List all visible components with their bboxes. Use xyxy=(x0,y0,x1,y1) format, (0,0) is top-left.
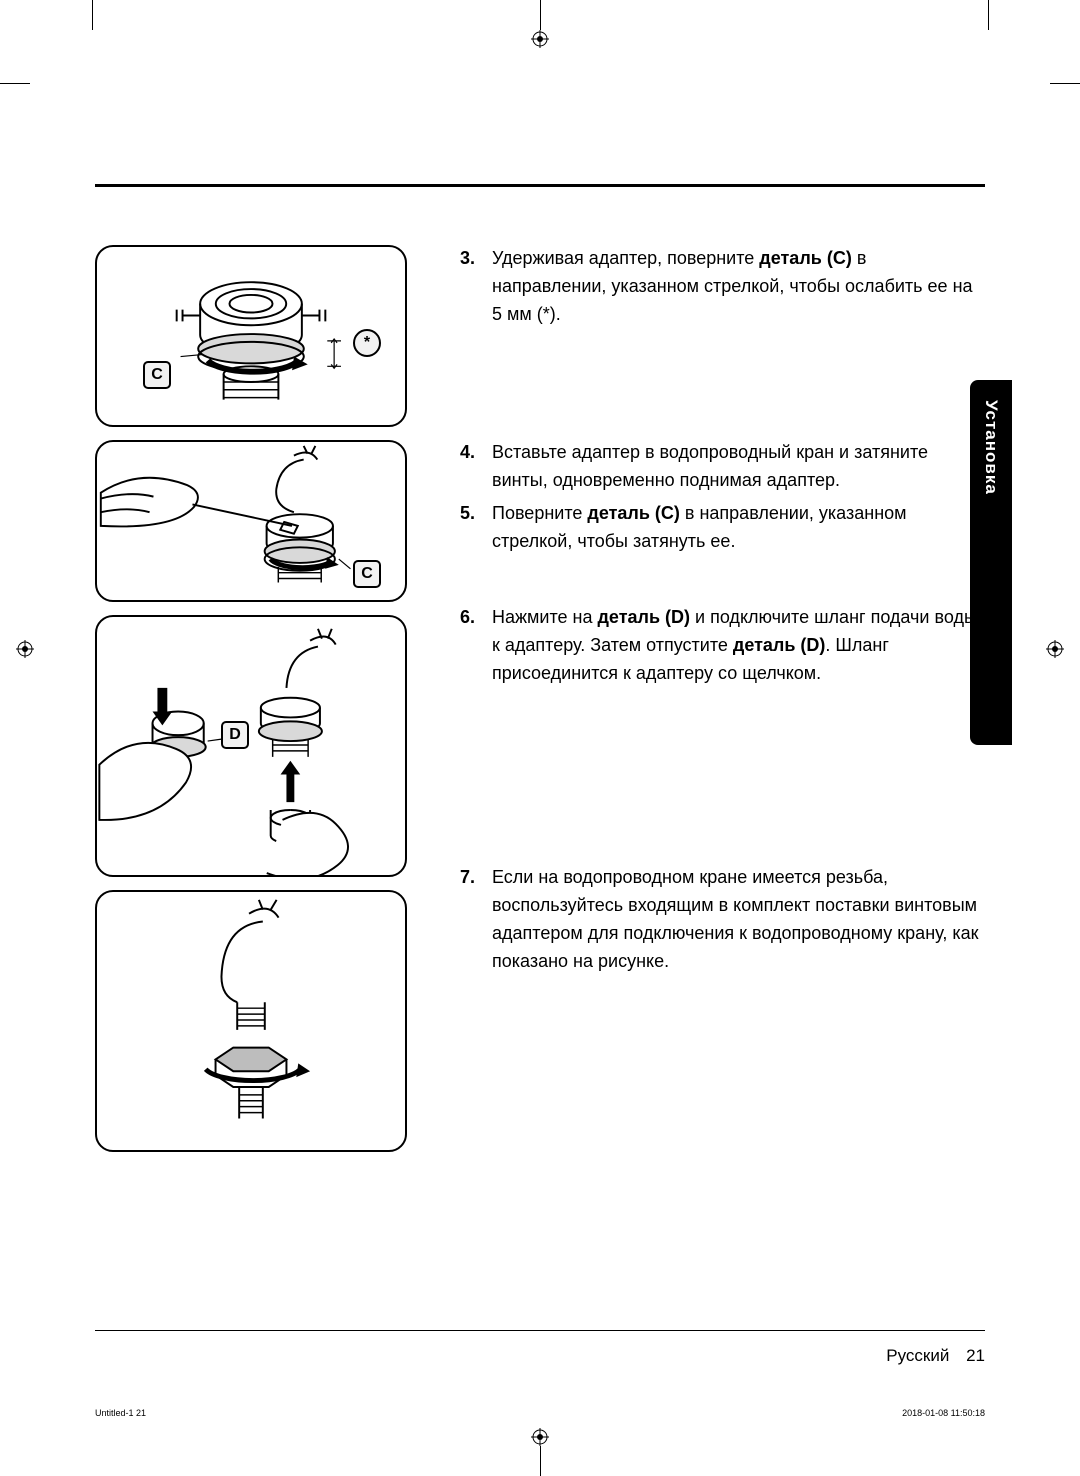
footer-page-number: 21 xyxy=(966,1346,985,1365)
step-number: 3. xyxy=(460,245,492,329)
bottom-rule xyxy=(95,1330,985,1331)
step-7: 7. Если на водопроводном кране имеется р… xyxy=(460,864,985,976)
step-block-4-5: 4. Вставьте адаптер в водопроводный кран… xyxy=(460,439,985,557)
print-slug-left: Untitled-1 21 xyxy=(95,1408,146,1418)
registration-mark-icon xyxy=(1046,640,1064,658)
step-4: 4. Вставьте адаптер в водопроводный кран… xyxy=(460,439,985,495)
figure-step3: C * xyxy=(95,245,407,427)
callout-c: C xyxy=(143,361,171,389)
crop-mark xyxy=(0,83,30,84)
content-area: C * xyxy=(95,215,985,1311)
crop-mark xyxy=(1050,83,1080,84)
step-5: 5. Поверните деталь (C) в направлении, у… xyxy=(460,500,985,556)
callout-d: D xyxy=(221,721,249,749)
callout-star: * xyxy=(353,329,381,357)
step-block-7: 7. Если на водопроводном кране имеется р… xyxy=(460,864,985,976)
callout-c: C xyxy=(353,560,381,588)
figure-column: C * xyxy=(95,245,425,1165)
step-text: Если на водопроводном кране имеется резь… xyxy=(492,864,985,976)
step-text: Удерживая адаптер, поверните деталь (C) … xyxy=(492,245,985,329)
step-text: Нажмите на деталь (D) и подключите шланг… xyxy=(492,604,985,688)
crop-mark xyxy=(540,1446,541,1476)
manual-page: Установка xyxy=(0,0,1080,1476)
top-rule xyxy=(95,184,985,187)
step-text: Вставьте адаптер в водопроводный кран и … xyxy=(492,439,985,495)
step-block-3: 3. Удерживая адаптер, поверните деталь (… xyxy=(460,245,985,329)
figure-step4-5: C xyxy=(95,440,407,602)
step-6: 6. Нажмите на деталь (D) и подключите шл… xyxy=(460,604,985,688)
page-footer: Русский 21 xyxy=(886,1346,985,1366)
step-3: 3. Удерживая адаптер, поверните деталь (… xyxy=(460,245,985,329)
figure-step7 xyxy=(95,890,407,1152)
step-number: 7. xyxy=(460,864,492,976)
step-block-6: 6. Нажмите на деталь (D) и подключите шл… xyxy=(460,604,985,688)
print-slug-right: 2018-01-08 11:50:18 xyxy=(902,1408,985,1418)
crop-mark xyxy=(92,0,93,30)
step-number: 5. xyxy=(460,500,492,556)
registration-mark-icon xyxy=(16,640,34,658)
registration-mark-icon xyxy=(531,1428,549,1446)
step-number: 4. xyxy=(460,439,492,495)
footer-language: Русский xyxy=(886,1346,949,1365)
figure-step6: D xyxy=(95,615,407,877)
crop-mark xyxy=(988,0,989,30)
crop-mark xyxy=(540,0,541,30)
step-number: 6. xyxy=(460,604,492,688)
step-text: Поверните деталь (C) в направлении, указ… xyxy=(492,500,985,556)
instruction-column: 3. Удерживая адаптер, поверните деталь (… xyxy=(460,245,985,1023)
registration-mark-icon xyxy=(531,30,549,48)
